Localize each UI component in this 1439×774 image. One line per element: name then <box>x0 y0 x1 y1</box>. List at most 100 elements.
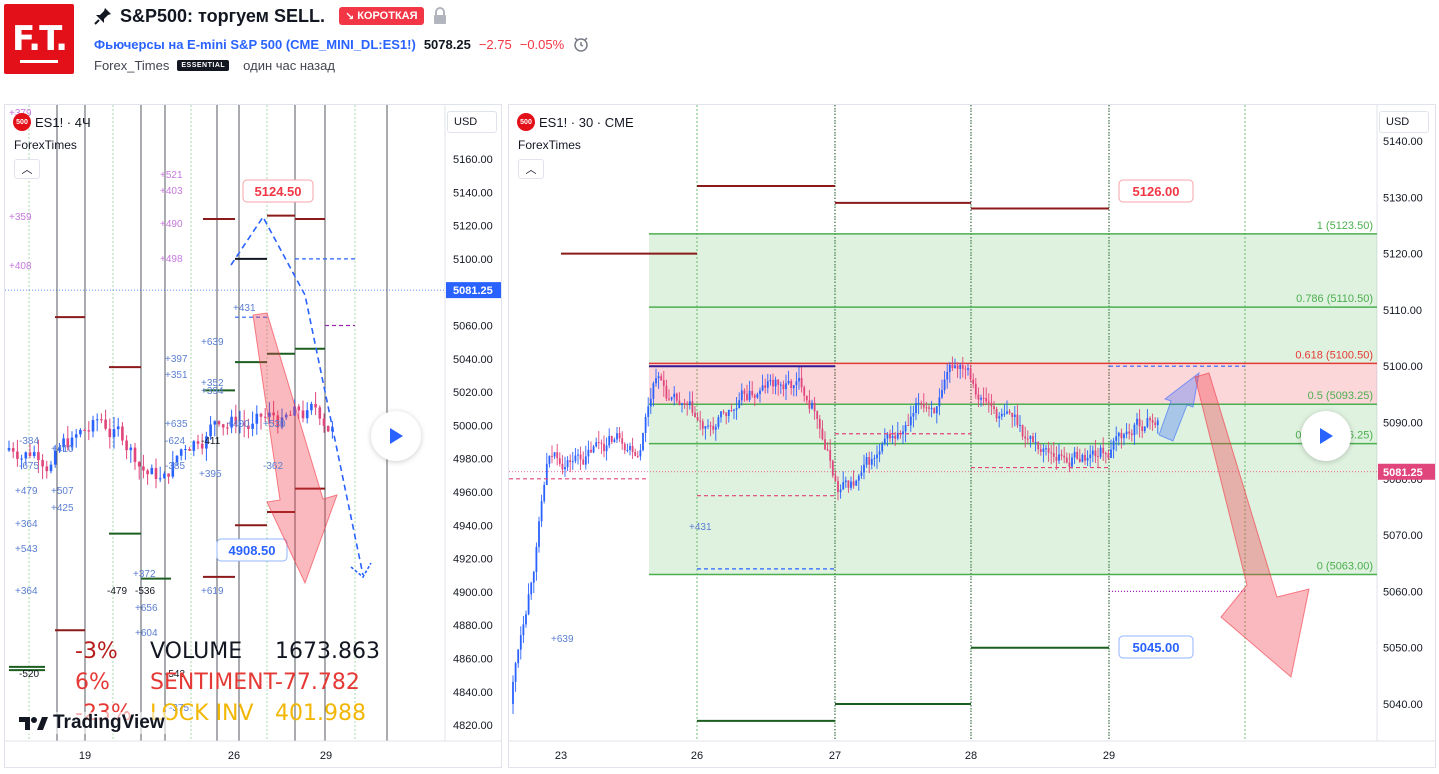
candle-body <box>142 466 145 471</box>
up-projection-arrow <box>1158 371 1200 442</box>
candle-body <box>865 457 868 465</box>
candle-body <box>618 433 621 439</box>
right-chart-canvas[interactable]: 5140.00 5130.00 5120.00 5110.00 5100.00 5090.… <box>509 105 1436 768</box>
order-annotation: -385 <box>165 461 185 472</box>
candle-body <box>852 481 855 486</box>
candle-body <box>512 681 514 704</box>
author-logo[interactable]: F.T. <box>4 4 74 74</box>
candle-body <box>748 390 751 401</box>
order-annotation: -520 <box>19 669 39 680</box>
price-tick: 5120.00 <box>1383 249 1423 261</box>
candle-body <box>1117 432 1120 437</box>
fib-label: 0 (5063.00) <box>1317 561 1373 573</box>
author-row: Forex_Times ESSENTIAL один час назад <box>94 58 335 73</box>
price-tick: 5070.00 <box>1383 530 1423 542</box>
candle-body <box>58 447 61 451</box>
candle-body <box>1099 447 1102 457</box>
candle-body <box>1141 426 1144 432</box>
right-chart-panel[interactable]: 5140.00 5130.00 5120.00 5110.00 5100.00 5090.… <box>508 104 1436 768</box>
candle-body <box>137 462 141 467</box>
candle-body <box>322 418 326 426</box>
candle-body <box>167 473 170 477</box>
candle-body <box>631 446 634 452</box>
price-tick: 5100.00 <box>1383 361 1423 373</box>
order-annotation: +351 <box>165 370 188 381</box>
candle-body <box>717 417 720 427</box>
right-currency-button[interactable]: USD <box>1379 111 1429 133</box>
author-name[interactable]: Forex_Times <box>94 58 170 73</box>
candle-body <box>943 379 946 391</box>
left-currency-button[interactable]: USD <box>447 111 497 133</box>
order-annotation: +431 <box>233 303 256 314</box>
left-chart-canvas[interactable]: 5160.005140.005120.005100.005080.005060.… <box>5 105 502 768</box>
candle-body <box>829 450 832 461</box>
order-annotation: +359 <box>9 212 32 223</box>
candle-body <box>1032 436 1034 443</box>
idea-title: S&P500: торгуем SELL. <box>120 5 325 26</box>
right-collapse-button[interactable]: ︿ <box>518 159 544 179</box>
play-icon <box>390 428 403 444</box>
candle-body <box>974 383 977 395</box>
candle-body <box>855 480 858 486</box>
candle-body <box>268 412 271 417</box>
instrument-name: Фьючерсы на E-mini S&P 500 <box>94 36 283 52</box>
candle-body <box>62 438 65 448</box>
left-collapse-button[interactable]: ︿ <box>14 159 40 179</box>
candle-body <box>556 452 559 459</box>
candle-body <box>868 457 871 465</box>
candle-body <box>860 472 863 476</box>
candle-body <box>1094 450 1097 457</box>
left-chart-panel[interactable]: 5160.005140.005120.005100.005080.005060.… <box>4 104 502 768</box>
candle-body <box>1154 422 1157 426</box>
candle-body <box>543 484 546 502</box>
candle-body <box>1019 425 1021 427</box>
order-annotation: -411 <box>201 436 221 447</box>
candle-body <box>652 383 655 399</box>
date-tick: 19 <box>79 750 91 762</box>
logo-text: F.T. <box>11 19 68 63</box>
candle-body <box>701 421 704 429</box>
candle-body <box>45 466 49 472</box>
candle-body <box>813 402 816 412</box>
date-tick: 29 <box>1103 750 1115 762</box>
tradingview-logo-icon <box>19 717 48 730</box>
candle-body <box>795 381 798 386</box>
fib-label: 0.618 (5100.50) <box>1295 349 1373 361</box>
alarm-clock-icon[interactable] <box>572 35 590 53</box>
candle-body <box>998 416 1001 419</box>
candle-body <box>909 416 912 426</box>
candle-body <box>79 429 82 435</box>
candle-body <box>657 376 660 379</box>
candle-body <box>738 400 741 409</box>
order-annotation: +403 <box>160 186 183 197</box>
order-annotation: +364 <box>15 519 38 530</box>
candle-body <box>564 467 566 470</box>
candle-body <box>584 456 587 465</box>
stat-value: -77.782 <box>275 670 360 695</box>
instrument-link[interactable]: Фьючерсы на E-mini S&P 500 (CME_MINI_DL:… <box>94 37 416 52</box>
candle-body <box>811 402 813 409</box>
candle-body <box>933 408 936 414</box>
candle-body <box>121 426 124 441</box>
order-annotation: +530 <box>263 419 286 430</box>
price-tick: 4980.00 <box>453 454 493 466</box>
candle-body <box>600 442 603 444</box>
candle-body <box>894 435 897 439</box>
candle-body <box>694 412 696 418</box>
candle-body <box>873 458 876 460</box>
candle-body <box>904 425 907 432</box>
candle-body <box>590 449 592 453</box>
candle-body <box>1065 457 1068 463</box>
left-play-button[interactable] <box>371 411 421 461</box>
candle-body <box>551 455 553 457</box>
short-badge[interactable]: ↘ КОРОТКАЯ <box>338 7 424 25</box>
price-tick: 4860.00 <box>453 654 493 666</box>
fib-label: 0.5 (5093.25) <box>1308 390 1373 402</box>
candle-body <box>1071 457 1073 467</box>
price-tick: 5100.00 <box>453 254 493 266</box>
sp500-icon: 500 <box>517 113 535 131</box>
price-tick: 5140.00 <box>453 187 493 199</box>
right-play-button[interactable] <box>1301 411 1351 461</box>
candle-body <box>800 377 803 388</box>
candle-body <box>948 364 951 372</box>
